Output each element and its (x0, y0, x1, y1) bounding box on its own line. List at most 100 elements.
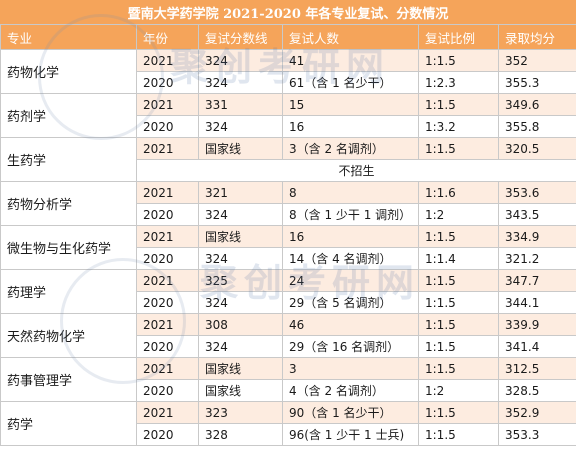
count-cell: 90（含 1 名少干） (282, 401, 419, 424)
year-cell: 2020 (136, 291, 199, 314)
line-cell: 国家线 (198, 379, 283, 402)
line-cell: 324 (198, 71, 283, 94)
count-cell: 16 (282, 115, 419, 138)
line-cell: 321 (198, 181, 283, 204)
year-cell: 2020 (136, 247, 199, 270)
ratio-cell: 1:1.5 (418, 225, 499, 248)
avg-cell: 343.5 (498, 203, 576, 226)
table-row: 天然药物化学 2021 308 46 1:1.5 339.9 (0, 313, 576, 358)
line-cell: 324 (198, 115, 283, 138)
ratio-cell: 1:1.5 (418, 423, 499, 446)
year-cell: 2020 (136, 379, 199, 402)
table-row: 2020 324 29（含 5 名调剂） 1:1.5 344.1 (1, 291, 576, 314)
major-name: 药物化学 (0, 49, 137, 94)
count-cell: 4（含 2 名调剂） (282, 379, 419, 402)
year-cell: 2021 (136, 269, 199, 292)
line-cell: 324 (198, 335, 283, 358)
avg-cell: 347.7 (498, 269, 576, 292)
ratio-cell: 1:1.5 (418, 93, 499, 116)
table-row: 2020 324 8（含 1 少干 1 调剂） 1:2 343.5 (1, 203, 576, 226)
table-row: 不招生 (1, 159, 576, 182)
line-cell: 324 (198, 49, 283, 72)
year-cell: 2021 (136, 49, 199, 72)
avg-cell: 353.3 (498, 423, 576, 446)
line-cell: 国家线 (198, 225, 283, 248)
major-name: 药理学 (0, 269, 137, 314)
line-cell: 国家线 (198, 357, 283, 380)
avg-cell: 312.5 (498, 357, 576, 380)
table-row: 药物化学 2021 324 41 1:1.5 352 (0, 49, 576, 94)
line-cell: 324 (198, 203, 283, 226)
table-row: 2020 324 61（含 1 名少干） 1:2.3 355.3 (1, 71, 576, 94)
year-cell: 2021 (136, 313, 199, 336)
count-cell: 15 (282, 93, 419, 116)
count-cell: 8 (282, 181, 419, 204)
major-name: 微生物与生化药学 (0, 225, 137, 270)
ratio-cell: 1:1.5 (418, 49, 499, 72)
year-cell: 2020 (136, 335, 199, 358)
count-cell: 29（含 5 名调剂） (282, 291, 419, 314)
avg-cell: 352.9 (498, 401, 576, 424)
avg-cell: 339.9 (498, 313, 576, 336)
table-row: 2020 国家线 4（含 2 名调剂） 1:2 328.5 (1, 379, 576, 402)
line-cell: 国家线 (198, 137, 283, 160)
count-cell: 46 (282, 313, 419, 336)
major-name: 药物分析学 (0, 181, 137, 226)
ratio-cell: 1:1.5 (418, 269, 499, 292)
count-cell: 41 (282, 49, 419, 72)
line-cell: 308 (198, 313, 283, 336)
year-cell: 2021 (136, 225, 199, 248)
table-row: 药物分析学 2021 321 8 1:1.6 353.6 (0, 181, 576, 226)
header-count: 复试人数 (282, 24, 419, 50)
year-cell: 2020 (136, 71, 199, 94)
table-row: 药学 2021 323 90（含 1 名少干） 1:1.5 352.9 (0, 401, 576, 446)
count-cell: 8（含 1 少干 1 调剂） (282, 203, 419, 226)
avg-cell: 334.9 (498, 225, 576, 248)
avg-cell: 328.5 (498, 379, 576, 402)
count-cell: 3（含 2 名调剂） (282, 137, 419, 160)
table-row: 2020 328 96(含 1 少干 1 士兵) 1:1.5 353.3 (1, 423, 576, 446)
line-cell: 331 (198, 93, 283, 116)
avg-cell: 344.1 (498, 291, 576, 314)
count-cell: 61（含 1 名少干） (282, 71, 419, 94)
avg-cell: 355.3 (498, 71, 576, 94)
table-row: 药剂学 2021 331 15 1:1.5 349.6 (0, 93, 576, 138)
ratio-cell: 1:2.3 (418, 71, 499, 94)
ratio-cell: 1:1.5 (418, 335, 499, 358)
avg-cell: 341.4 (498, 335, 576, 358)
year-cell: 2021 (136, 357, 199, 380)
count-cell: 16 (282, 225, 419, 248)
table-row: 生药学 2021 国家线 3（含 2 名调剂） 1:1.5 320.5 (0, 137, 576, 182)
line-cell: 324 (198, 247, 283, 270)
major-name: 药剂学 (0, 93, 137, 138)
table-title: 暨南大学药学院 2021-2020 年各专业复试、分数情况 (0, 0, 576, 24)
header-avg: 录取均分 (498, 24, 576, 50)
header-ratio: 复试比例 (418, 24, 499, 50)
avg-cell: 321.2 (498, 247, 576, 270)
year-cell: 2020 (136, 203, 199, 226)
header-row: 专业 年份 复试分数线 复试人数 复试比例 录取均分 (0, 24, 576, 50)
major-name: 药事管理学 (0, 357, 137, 402)
avg-cell: 355.8 (498, 115, 576, 138)
avg-cell: 353.6 (498, 181, 576, 204)
ratio-cell: 1:1.6 (418, 181, 499, 204)
table-row: 2020 324 14（含 4 名调剂） 1:1.4 321.2 (1, 247, 576, 270)
table-row: 药事管理学 2021 国家线 3 1:1.5 312.5 (0, 357, 576, 402)
major-name: 生药学 (0, 137, 137, 182)
ratio-cell: 1:1.5 (418, 137, 499, 160)
ratio-cell: 1:2 (418, 203, 499, 226)
major-name: 药学 (0, 401, 137, 446)
note-cell: 不招生 (136, 159, 576, 182)
year-cell: 2021 (136, 401, 199, 424)
year-cell: 2020 (136, 423, 199, 446)
table-row: 2020 324 29（含 16 名调剂） 1:1.5 341.4 (1, 335, 576, 358)
major-name: 天然药物化学 (0, 313, 137, 358)
avg-cell: 352 (498, 49, 576, 72)
line-cell: 325 (198, 269, 283, 292)
count-cell: 29（含 16 名调剂） (282, 335, 419, 358)
header-major: 专业 (0, 24, 137, 50)
year-cell: 2021 (136, 93, 199, 116)
ratio-cell: 1:1.5 (418, 313, 499, 336)
line-cell: 328 (198, 423, 283, 446)
ratio-cell: 1:1.5 (418, 357, 499, 380)
